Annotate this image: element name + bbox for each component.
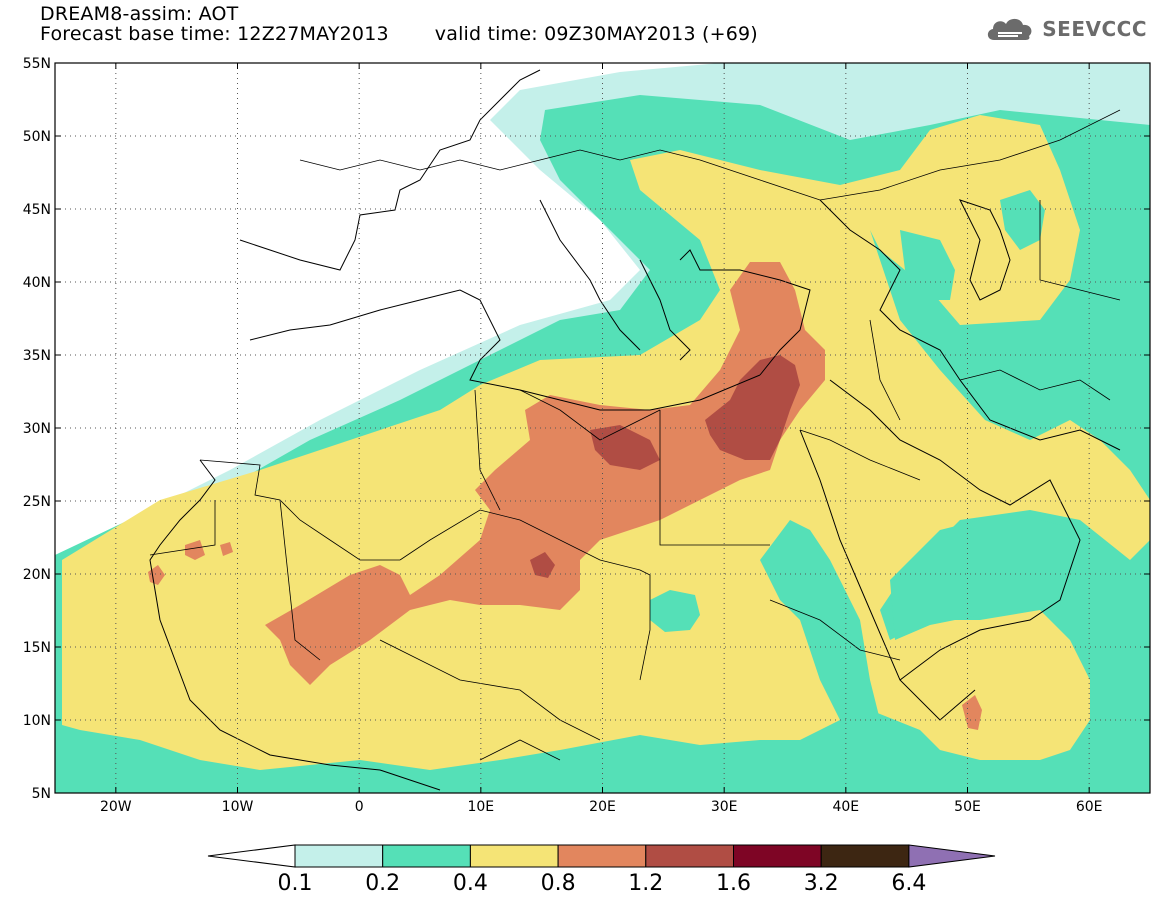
lon-label: 20W (100, 799, 132, 815)
lon-label: 10W (222, 799, 254, 815)
lat-label: 15N (23, 640, 51, 656)
aot-band-0-2-arabia (890, 520, 1100, 640)
colorbar-min-arrow (207, 844, 296, 868)
colorbar-segment (294, 844, 384, 868)
valid-time-label: valid time: 09Z30MAY2013 (+69) (434, 23, 758, 45)
colorbar-label: 6.4 (891, 871, 926, 896)
lon-label: 20E (589, 799, 616, 815)
colorbar-label: 0.1 (278, 871, 313, 896)
lat-label: 50N (23, 129, 51, 145)
aot-band-0-8-senegal (148, 565, 165, 585)
aot-band-0-2-aral (1000, 190, 1045, 250)
colorbar-segment (557, 844, 647, 868)
lon-label: 60E (1076, 799, 1103, 815)
colorbar-segment (645, 844, 734, 868)
lat-label: 55N (23, 56, 51, 72)
longitude-labels: 20W 10W 0 10E 20E 30E 40E 50E 60E (100, 799, 1103, 815)
lat-label: 5N (32, 786, 51, 802)
colorbar-label: 1.2 (628, 871, 663, 896)
latitude-labels: 55N 50N 45N 40N 35N 30N 25N 20N 15N 10N 5N (23, 56, 51, 802)
lat-label: 10N (23, 713, 51, 729)
colorbar-segment (382, 844, 471, 868)
lat-label: 30N (23, 421, 51, 437)
lat-label: 40N (23, 275, 51, 291)
axis-ticks (55, 62, 1150, 794)
map-title: DREAM8-assim: AOT (40, 3, 239, 25)
lon-label: 50E (954, 799, 981, 815)
colorbar-label: 0.2 (365, 871, 400, 896)
coastlines (149, 69, 1121, 791)
lat-label: 45N (23, 202, 51, 218)
colorbar-label: 3.2 (804, 871, 839, 896)
lat-label: 20N (23, 567, 51, 583)
colorbar-label: 0.8 (541, 871, 576, 896)
aot-band-1-2-chad (530, 552, 555, 578)
aot-band-1-2-levant (705, 355, 800, 460)
lon-label: 0 (355, 799, 364, 815)
colorbar-label: 1.6 (716, 871, 751, 896)
seevccc-logo: SEEVCCC (984, 14, 1147, 44)
aot-band-0-8-maur (185, 540, 233, 560)
lon-label: 10E (467, 799, 494, 815)
lon-label: 40E (832, 799, 859, 815)
aot-band-0-8 (265, 262, 825, 685)
lat-label: 35N (23, 348, 51, 364)
base-time-label: Forecast base time: 12Z27MAY2013 (40, 23, 389, 45)
colorbar: 0.1 0.2 0.4 0.8 1.2 1.6 3.2 6.4 (207, 844, 996, 896)
country-borders (149, 109, 1121, 761)
logo-text: SEEVCCC (1042, 17, 1147, 41)
colorbar-segment (469, 844, 559, 868)
aot-band-0-2-caspian (900, 230, 955, 300)
colorbar-segment (820, 844, 910, 868)
graticule (55, 63, 1150, 793)
colorbar-max-arrow (908, 844, 996, 868)
cloud-logo-icon (988, 18, 1032, 40)
lon-label: 30E (711, 799, 738, 815)
aot-band-0-2-chad (650, 590, 700, 632)
lat-label: 25N (23, 494, 51, 510)
time-info: Forecast base time: 12Z27MAY2013 valid ti… (40, 24, 758, 44)
colorbar-label: 0.4 (453, 871, 488, 896)
colorbar-segment (733, 844, 822, 868)
